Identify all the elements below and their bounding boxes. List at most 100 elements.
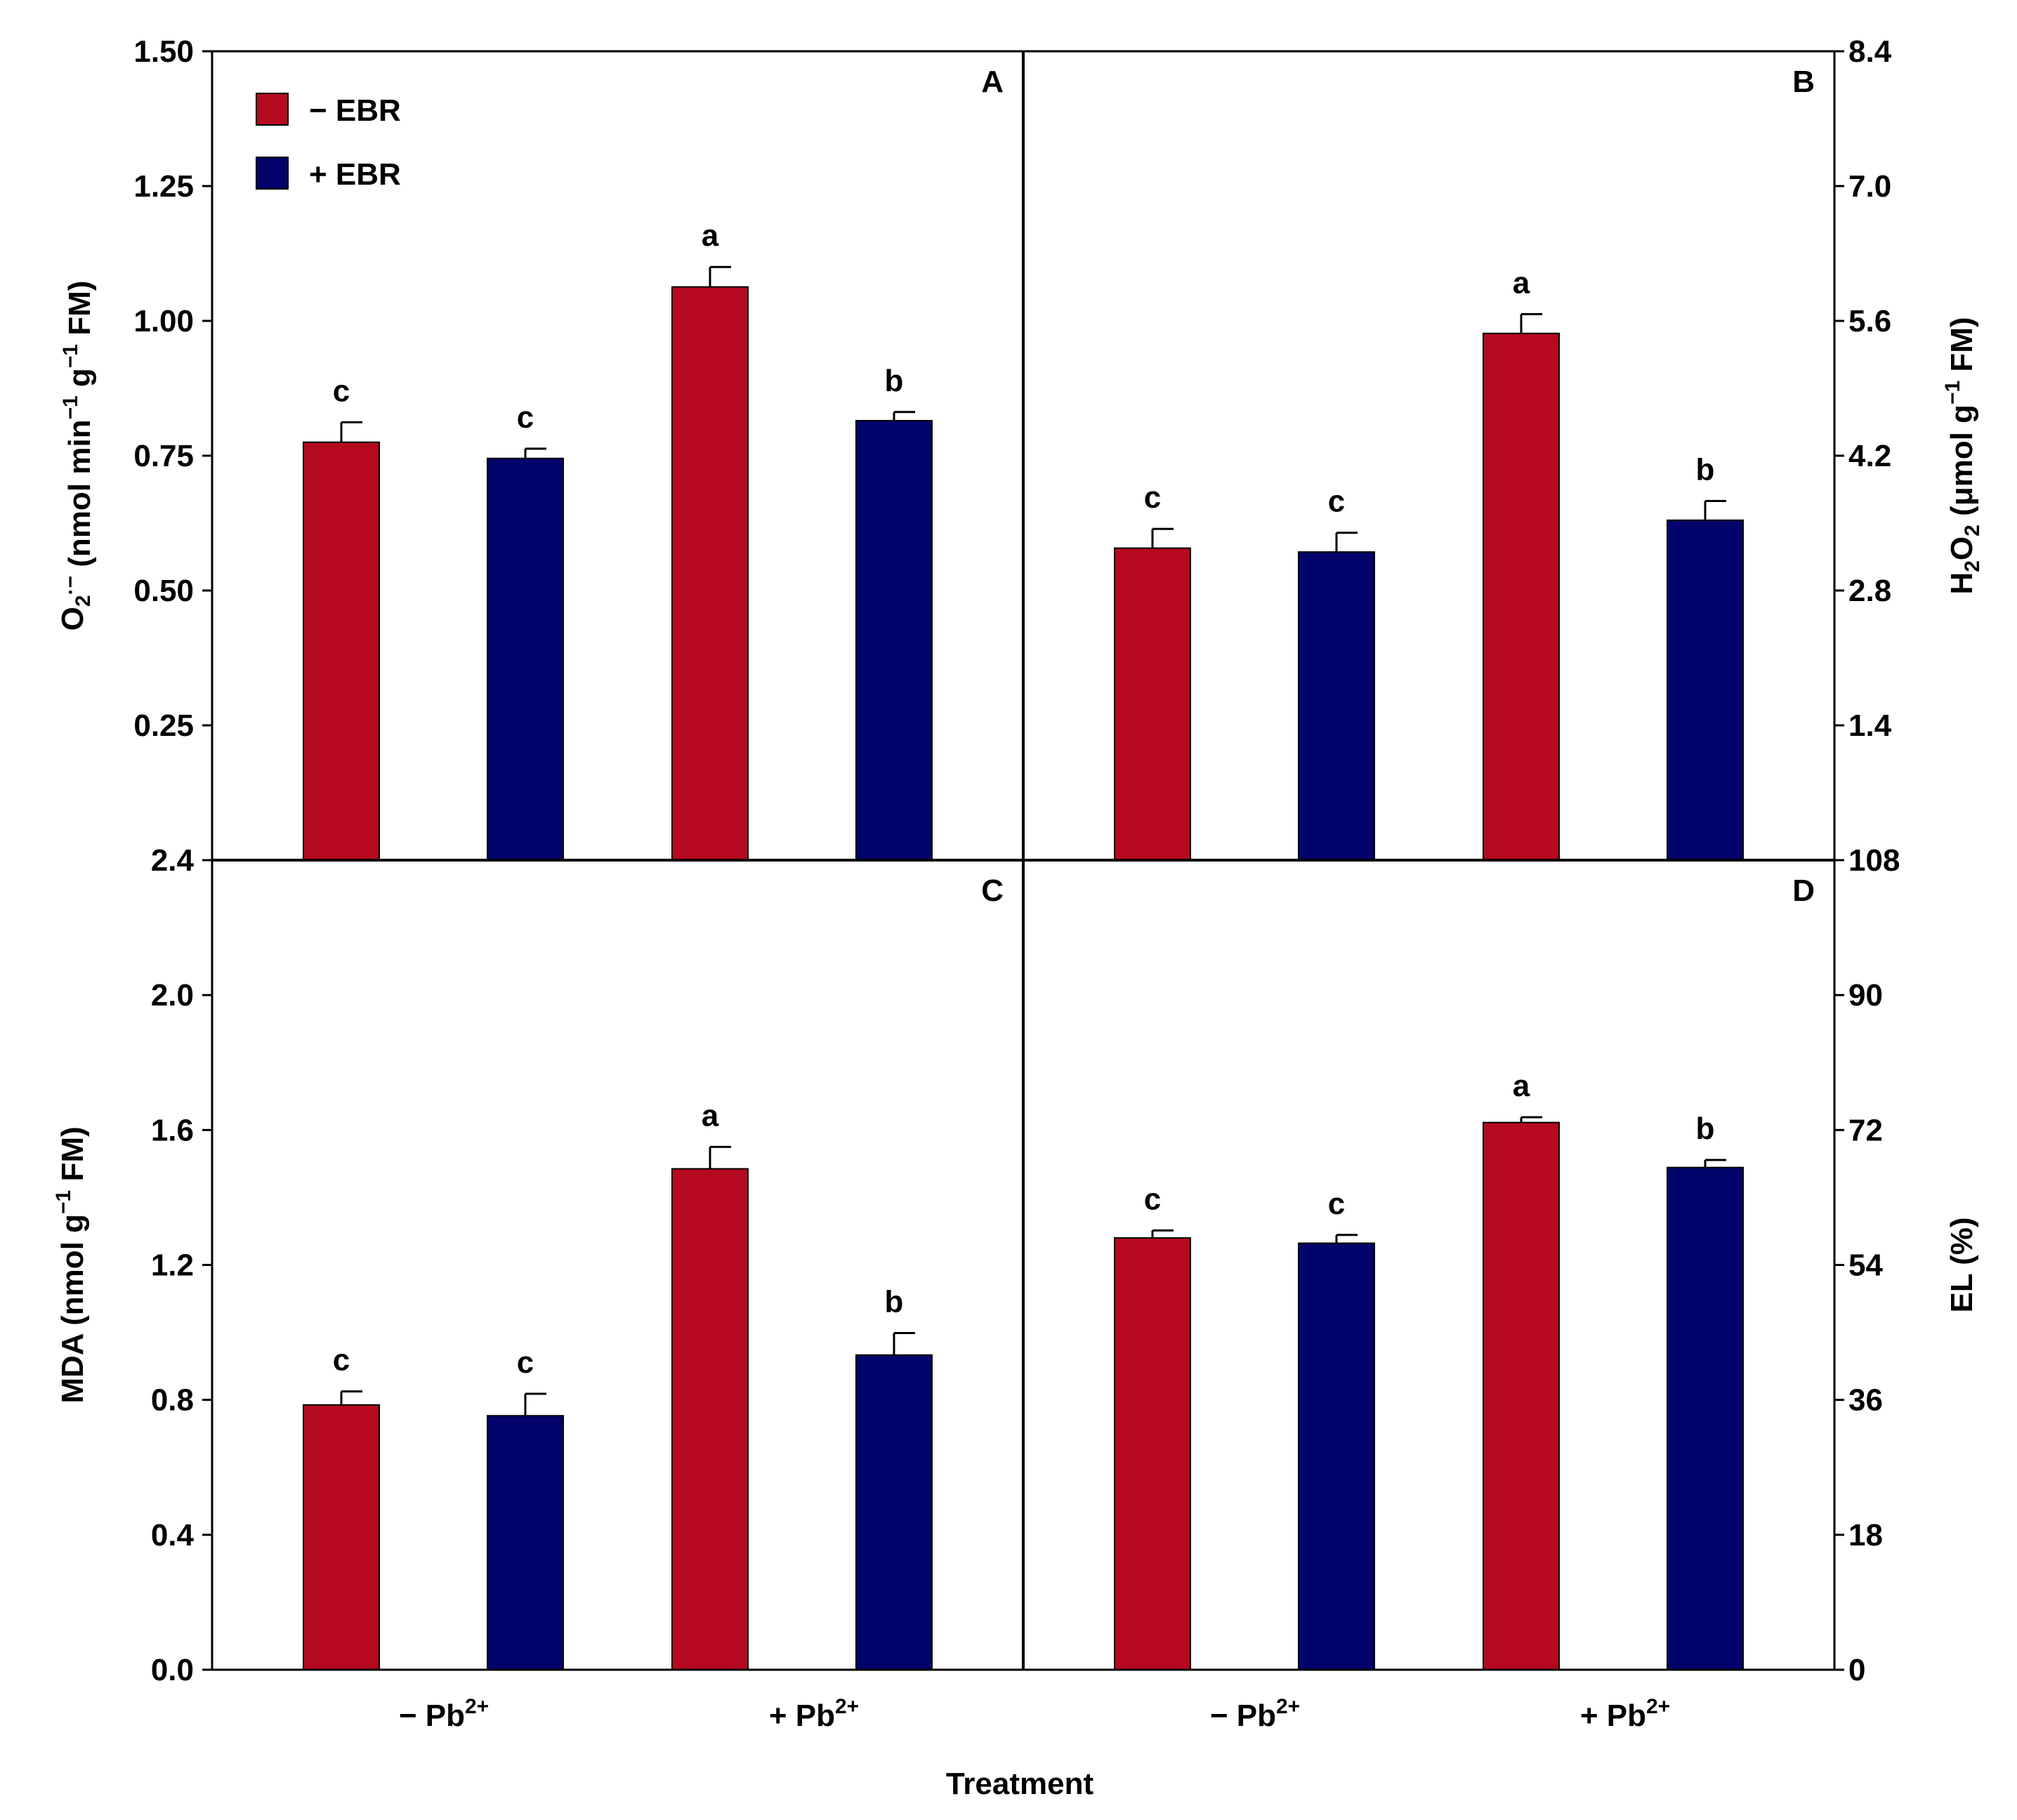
y-tick: 1.2 [151, 1248, 212, 1283]
significance-letter: a [702, 218, 719, 253]
bar-group: a [671, 218, 749, 861]
y-tick: 1.00 [133, 304, 212, 338]
y-axis-label-part: −1 [52, 1190, 75, 1214]
x-category-label-superscript: 2+ [835, 1695, 859, 1718]
significance-letter: c [333, 1343, 350, 1378]
y-axis-label: H2O2 (μmol g−1 FM) [1941, 317, 1984, 594]
significance-letter: c [1144, 1182, 1161, 1216]
significance-letter: b [885, 1285, 904, 1319]
bar-group: c [303, 1343, 380, 1670]
y-tick-label: 2.4 [151, 843, 195, 878]
y-tick: 0 [1834, 1653, 1865, 1687]
y-axis-label-part: (μmol g [1945, 404, 1979, 525]
bar-minus-ebr [1114, 1237, 1191, 1670]
y-tick-label: 0.25 [133, 708, 194, 743]
y-tick-label: 0 [1848, 1653, 1865, 1687]
y-tick: 72 [1834, 1113, 1883, 1147]
panel-letter: A [981, 65, 1004, 99]
bar-group: b [1667, 452, 1744, 862]
y-tick-label: 0.0 [151, 1653, 194, 1687]
y-axis-label-part: (nmol min [63, 420, 97, 576]
y-tick-label: 2.8 [1848, 574, 1891, 608]
y-tick-label: 0.4 [151, 1518, 195, 1552]
y-tick: 1.6 [151, 1113, 212, 1147]
legend-label-minus-ebr: − EBR [309, 93, 401, 128]
significance-letter: c [1144, 480, 1161, 515]
y-axis-label: O2·− (nmol min−1 g−1 FM) [55, 281, 97, 631]
y-tick: 1.4 [1834, 708, 1892, 743]
y-tick-label: 54 [1848, 1248, 1883, 1283]
significance-letter: a [702, 1098, 719, 1133]
y-tick-label: 1.2 [151, 1248, 194, 1283]
y-tick: 8.4 [1834, 34, 1892, 69]
y-tick-label: 1.25 [133, 169, 194, 204]
bar-minus-ebr [1483, 1121, 1560, 1670]
y-tick: 2.4 [151, 843, 212, 878]
bar-plus-ebr [855, 1354, 933, 1670]
x-category-label-superscript: 2+ [1646, 1695, 1670, 1718]
y-tick-label: 1.6 [151, 1113, 194, 1147]
y-tick-label: 0.8 [151, 1383, 194, 1418]
x-category-label-base: + Pb [1580, 1699, 1646, 1733]
significance-letter: a [1513, 1069, 1530, 1103]
bar-group: a [1483, 265, 1560, 862]
y-tick: 2.8 [1834, 574, 1891, 608]
y-tick-label: 1.50 [133, 34, 194, 69]
bar-group: c [1298, 484, 1375, 862]
bar-group: c [1298, 1187, 1375, 1670]
significance-letter: b [885, 364, 904, 398]
y-tick-label: 90 [1848, 978, 1883, 1013]
significance-letter: b [1696, 1112, 1715, 1146]
y-tick: 0.75 [133, 439, 212, 473]
y-tick: 4.2 [1834, 439, 1891, 473]
bar-minus-ebr [303, 1404, 380, 1670]
y-axis-label-part: 2 [1961, 525, 1984, 536]
bar-plus-ebr [1667, 519, 1744, 862]
panel-letter: B [1792, 65, 1815, 99]
y-tick-label: 0.75 [133, 439, 194, 473]
panel-letter: C [981, 873, 1004, 908]
x-category-label: − Pb2+ [399, 1695, 489, 1733]
y-tick: 1.50 [133, 34, 212, 69]
significance-letter: c [1328, 484, 1345, 519]
x-category-label-base: + Pb [769, 1699, 835, 1733]
y-axis-label-part: EL (%) [1945, 1217, 1979, 1312]
y-tick: 90 [1834, 978, 1883, 1013]
bar-group: a [671, 1098, 749, 1671]
x-category-label: + Pb2+ [1580, 1695, 1670, 1733]
y-tick: 0.8 [151, 1383, 212, 1418]
significance-letter: b [1696, 452, 1715, 487]
x-category-label: + Pb2+ [769, 1695, 859, 1733]
bar-minus-ebr [1114, 547, 1191, 862]
bar-group: a [1483, 1069, 1560, 1670]
y-tick-label: 5.6 [1848, 304, 1891, 338]
bar-plus-ebr [1667, 1166, 1744, 1671]
panel-c: C 2.4 2.0 1.6 1.2 0.8 0.4 0.0 MDA (nmol g−1 FM) c… [52, 843, 1004, 1733]
x-category-label-superscript: 2+ [465, 1695, 489, 1718]
bar-group: c [1114, 480, 1191, 862]
y-axis-label-part: FM) [55, 1126, 90, 1189]
significance-letter: a [1513, 265, 1530, 300]
y-axis-label-part: MDA (nmol g [55, 1214, 90, 1404]
y-tick: 108 [1834, 843, 1900, 878]
y-axis-label-part: −1 [59, 344, 82, 368]
y-tick: 5.6 [1834, 304, 1891, 338]
y-tick-label: 72 [1848, 1113, 1883, 1147]
x-axis-title: Treatment [946, 1767, 1094, 1801]
x-category-label-superscript: 2+ [1276, 1695, 1300, 1718]
y-tick: 2.0 [151, 978, 212, 1013]
bar-minus-ebr [671, 1168, 749, 1671]
y-tick-label: 108 [1848, 843, 1900, 878]
y-axis-label-part: −1 [1941, 381, 1964, 404]
y-tick: 0.4 [151, 1518, 212, 1552]
bar-minus-ebr [303, 441, 380, 861]
bar-group: c [1114, 1182, 1191, 1670]
y-axis-label-part: 2 [1961, 560, 1984, 572]
y-axis-label-part: ·− [59, 576, 82, 595]
y-axis-label-part: FM) [63, 281, 97, 344]
bar-group: b [1667, 1112, 1744, 1671]
bar-plus-ebr [487, 1415, 564, 1670]
